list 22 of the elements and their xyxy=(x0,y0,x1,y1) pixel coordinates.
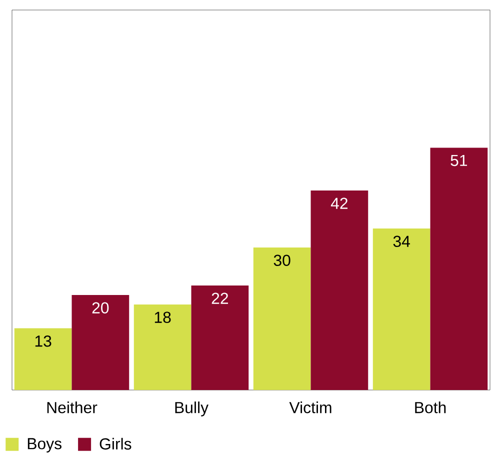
x-tick-label: Bully xyxy=(175,402,208,416)
data-label: 13 xyxy=(35,335,52,347)
x-tick-label: Victim xyxy=(289,402,332,414)
legend-label: Girls xyxy=(100,438,132,450)
bar xyxy=(253,248,311,390)
bar xyxy=(372,228,430,390)
bar xyxy=(14,328,72,390)
bar xyxy=(191,286,249,390)
legend-label: Boys xyxy=(28,438,62,452)
bar xyxy=(430,148,488,390)
data-label: 18 xyxy=(154,312,171,323)
data-label: 30 xyxy=(274,254,290,266)
x-tick-label: Neither xyxy=(47,402,98,414)
bar xyxy=(310,190,368,390)
data-label: 20 xyxy=(92,302,109,314)
bar xyxy=(134,304,192,390)
data-label: 22 xyxy=(212,292,228,304)
data-label: 42 xyxy=(330,198,348,209)
bar xyxy=(72,295,130,390)
data-label: 51 xyxy=(450,154,468,166)
data-label: 34 xyxy=(393,236,410,247)
x-tick-label: Both xyxy=(415,402,446,414)
